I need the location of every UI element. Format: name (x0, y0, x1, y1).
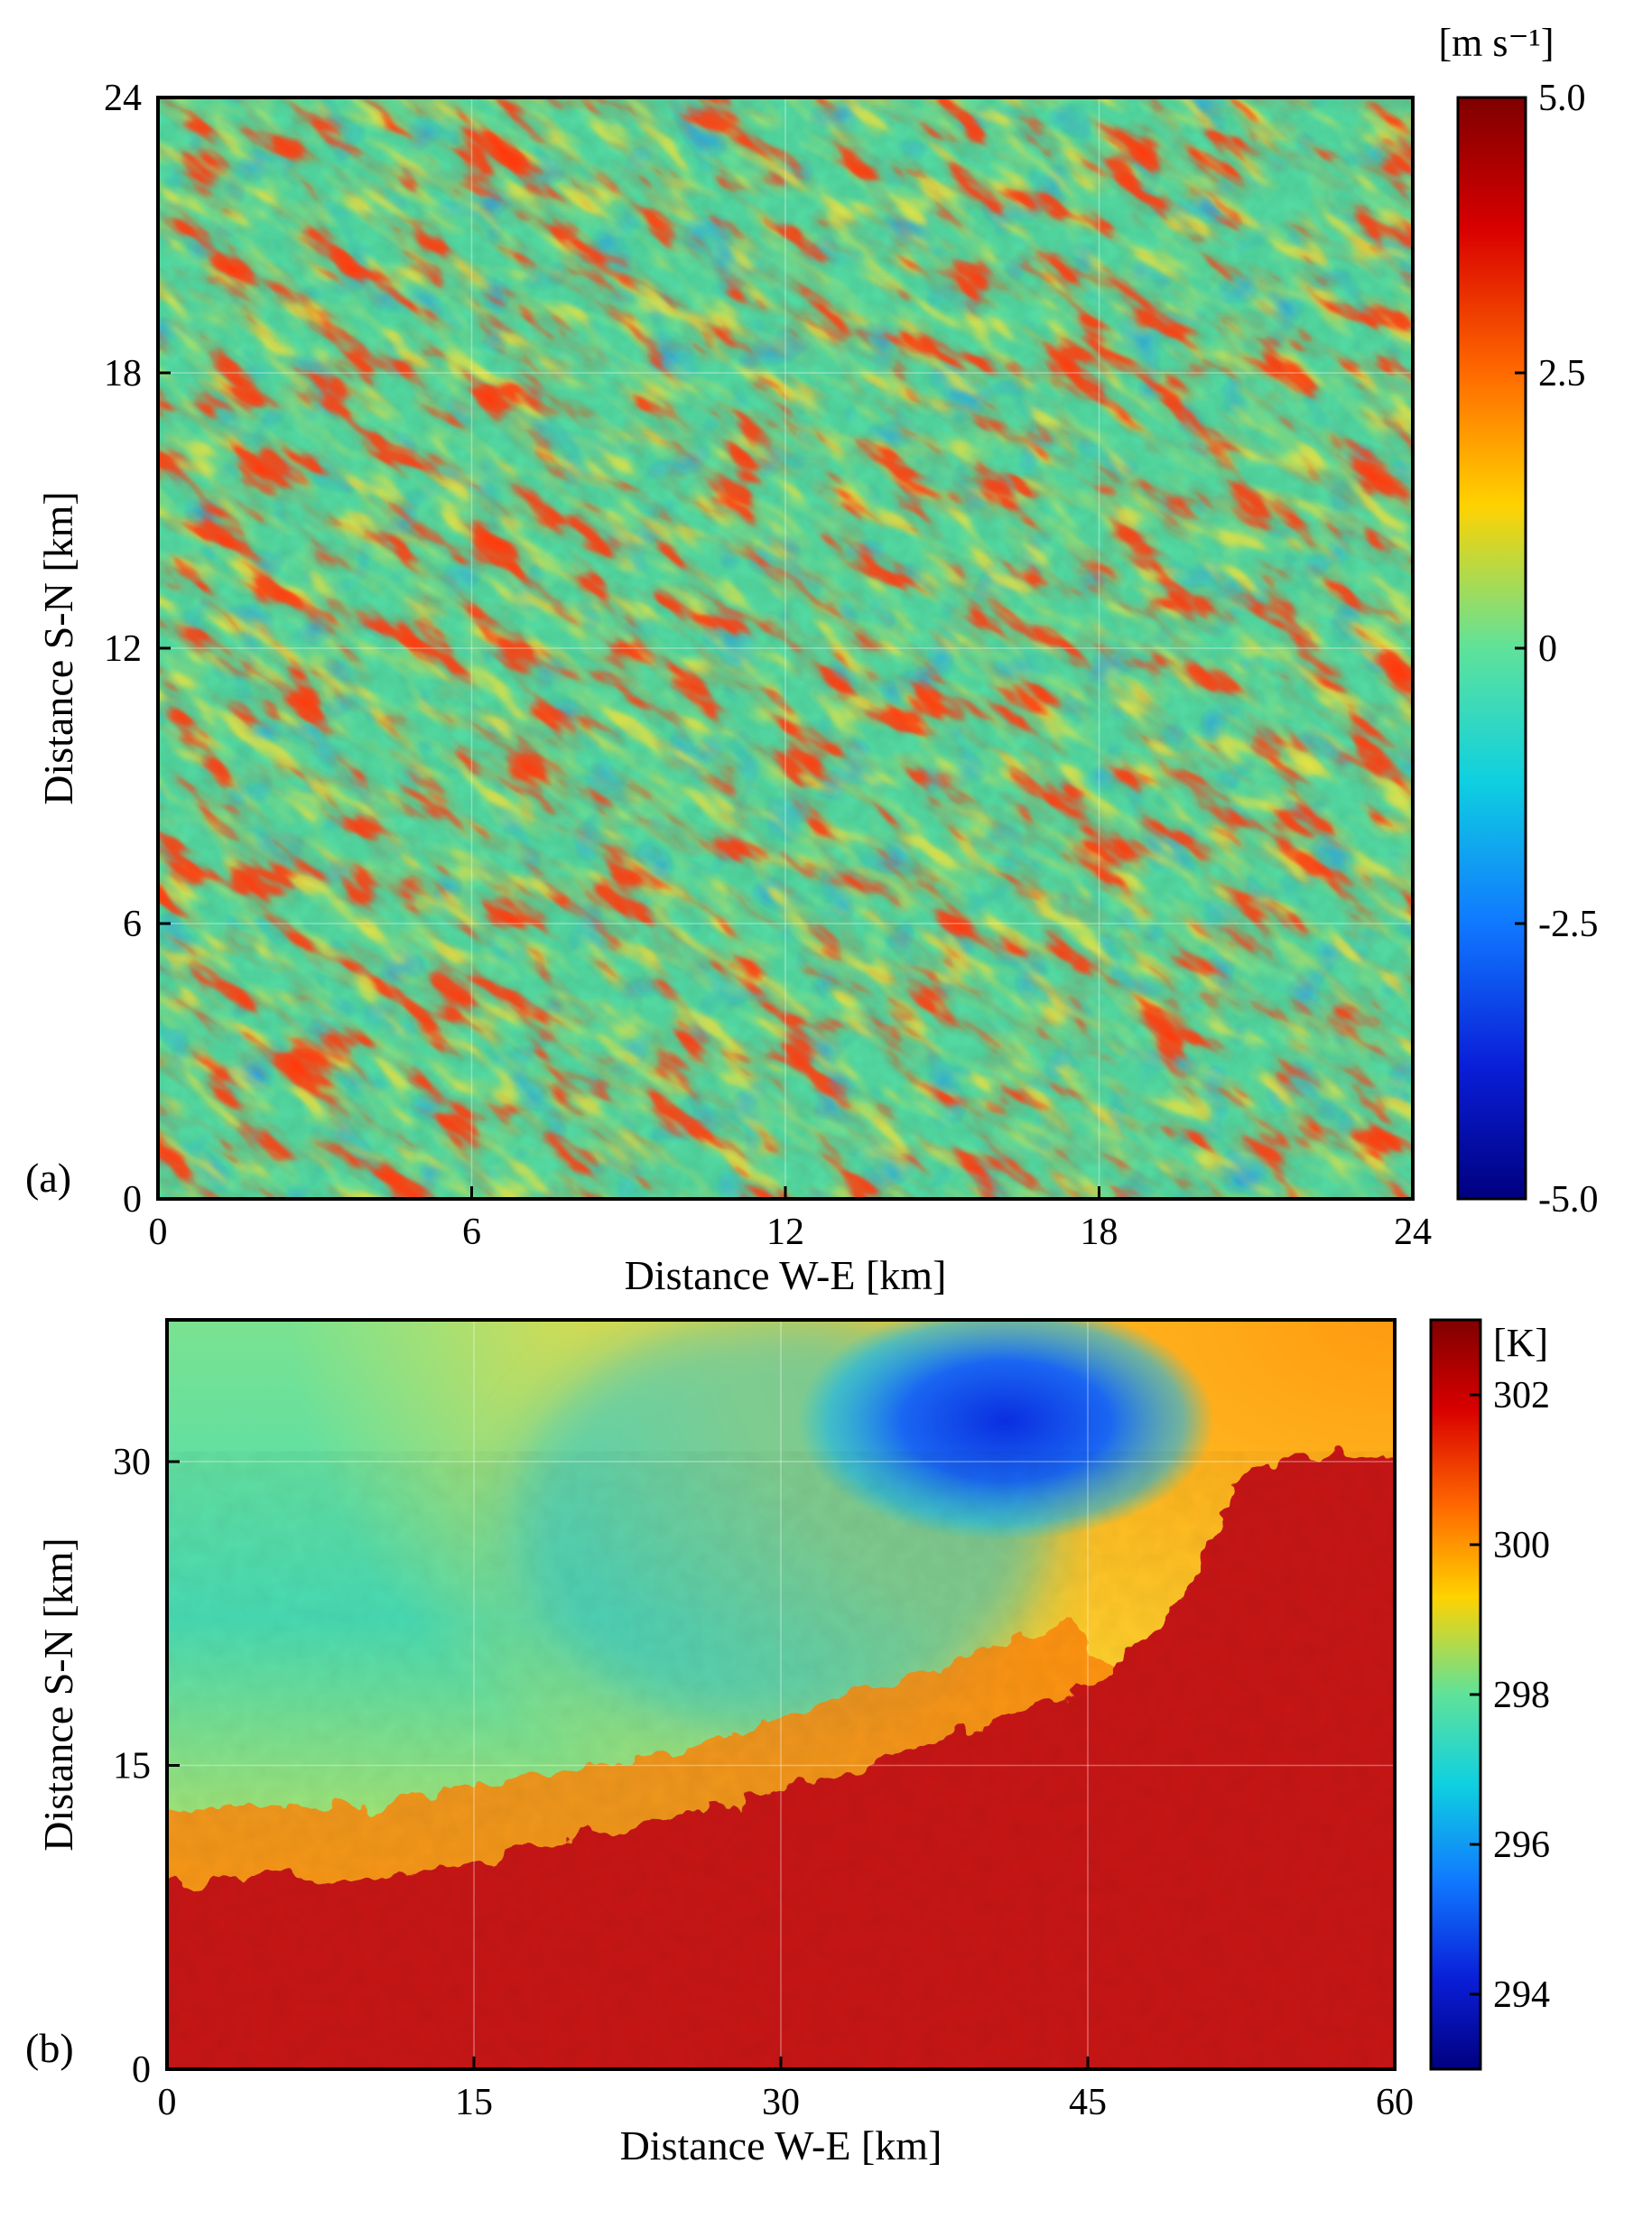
y-tick-label: 6 (123, 904, 142, 945)
colorbar-gradient (1458, 98, 1526, 1199)
panel-a-label: (a) (25, 1155, 71, 1201)
colorbar-tick-label: 302 (1493, 1375, 1550, 1416)
y-tick-label: 15 (113, 1746, 151, 1788)
warm-air-texture (167, 1453, 1395, 2069)
panel-a-gridlines (158, 98, 1413, 1199)
panel-b-y-ticks: 0 15 30 (113, 1442, 180, 2091)
panel-b-x-axis-label: Distance W-E [km] (620, 2122, 942, 2168)
colorbar-tick-label: -5.0 (1538, 1179, 1599, 1221)
y-tick-label: 12 (104, 628, 142, 670)
panel-a-x-axis-label: Distance W-E [km] (625, 1252, 947, 1298)
colorbar-tick-label: 296 (1493, 1825, 1550, 1866)
y-tick-label: 30 (113, 1442, 151, 1483)
colorbar-tick-label: 298 (1493, 1675, 1550, 1716)
x-tick-label: 30 (762, 2082, 800, 2123)
x-tick-label: 6 (462, 1212, 481, 1253)
colorbar-tick-label: -2.5 (1538, 904, 1599, 945)
y-tick-label: 0 (132, 2049, 151, 2091)
panel-b-y-axis-label: Distance S-N [km] (35, 1537, 81, 1851)
panel-a-y-axis-label: Distance S-N [km] (35, 491, 81, 804)
panel-b-label: (b) (25, 2025, 74, 2071)
panel-b-gridlines (167, 1320, 1395, 2069)
panel-a: 0 6 12 18 24 0 6 12 18 24 Distance W-E [km] Dist… (25, 21, 1599, 1298)
panel-b-x-ticks: 0 15 30 45 60 (158, 2057, 1414, 2123)
x-tick-label: 60 (1376, 2082, 1414, 2123)
colorbar-tick-label: 5.0 (1538, 78, 1586, 119)
panel-a-heatmap (158, 98, 1413, 1199)
x-tick-label: 45 (1069, 2082, 1107, 2123)
panel-b-colorbar: 302 300 298 296 294 (1429, 1318, 1550, 2071)
x-tick-label: 0 (149, 1212, 168, 1253)
panel-a-x-ticks: 0 6 12 18 24 (149, 1186, 1432, 1253)
y-tick-label: 18 (104, 353, 142, 395)
cold-core (797, 1320, 1215, 1541)
transition-band (167, 1623, 1109, 1887)
panel-a-colorbar-unit: [m s⁻¹] (1438, 21, 1554, 65)
updraft-core-layer (158, 98, 1413, 1199)
panel-b-heatmap (167, 1320, 1395, 2069)
x-tick-label: 0 (158, 2082, 177, 2123)
x-tick-label: 12 (766, 1212, 804, 1253)
x-tick-label: 24 (1394, 1212, 1432, 1253)
panel-b: 0 15 30 45 60 0 15 30 Distance W-E [km] Distan… (25, 1318, 1550, 2168)
panel-a-colorbar: 5.0 2.5 0 -2.5 -5.0 (1456, 78, 1599, 1221)
colorbar-tick-label: 294 (1493, 1974, 1550, 2016)
y-tick-label: 24 (104, 78, 142, 119)
panel-b-colorbar-unit: [K] (1493, 1321, 1548, 1365)
x-tick-label: 15 (455, 2082, 493, 2123)
colorbar-tick-label: 300 (1493, 1525, 1550, 1566)
x-tick-label: 18 (1081, 1212, 1118, 1253)
panel-a-y-ticks: 0 6 12 18 24 (104, 78, 171, 1221)
colorbar-tick-label: 2.5 (1538, 353, 1586, 395)
colorbar-tick-label: 0 (1538, 628, 1557, 670)
y-tick-label: 0 (123, 1179, 142, 1221)
